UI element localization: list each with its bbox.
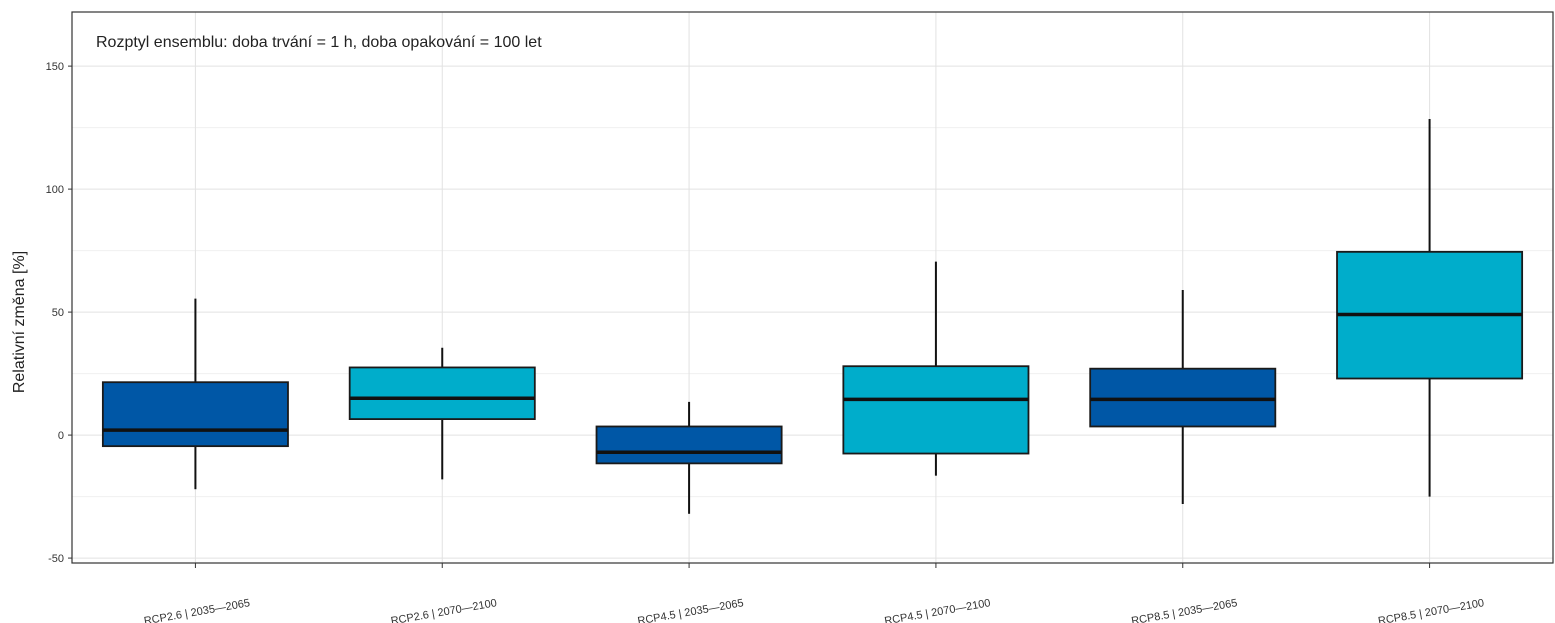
- boxes: [101, 119, 1524, 514]
- box-4: [842, 261, 1030, 476]
- chart-annotation: Rozptyl ensemblu: doba trvání = 1 h, dob…: [96, 34, 542, 51]
- iqr-box: [842, 365, 1030, 455]
- box-1: [101, 298, 289, 490]
- y-tick-label: 100: [46, 184, 64, 196]
- box-5: [1089, 289, 1277, 504]
- y-tick-label: -50: [48, 553, 64, 565]
- y-tick-label: 150: [46, 61, 64, 73]
- y-tick-label: 50: [52, 307, 64, 319]
- iqr-box: [595, 425, 783, 465]
- iqr-box: [101, 381, 289, 448]
- iqr-box: [348, 366, 536, 421]
- iqr-box: [1089, 367, 1277, 428]
- panel-border: [71, 11, 1554, 564]
- y-axis-title: Relativní změna [%]: [11, 251, 28, 393]
- y-tick-label: 0: [58, 430, 64, 442]
- box-6: [1336, 119, 1524, 497]
- box-3: [595, 401, 783, 514]
- box-2: [348, 347, 536, 480]
